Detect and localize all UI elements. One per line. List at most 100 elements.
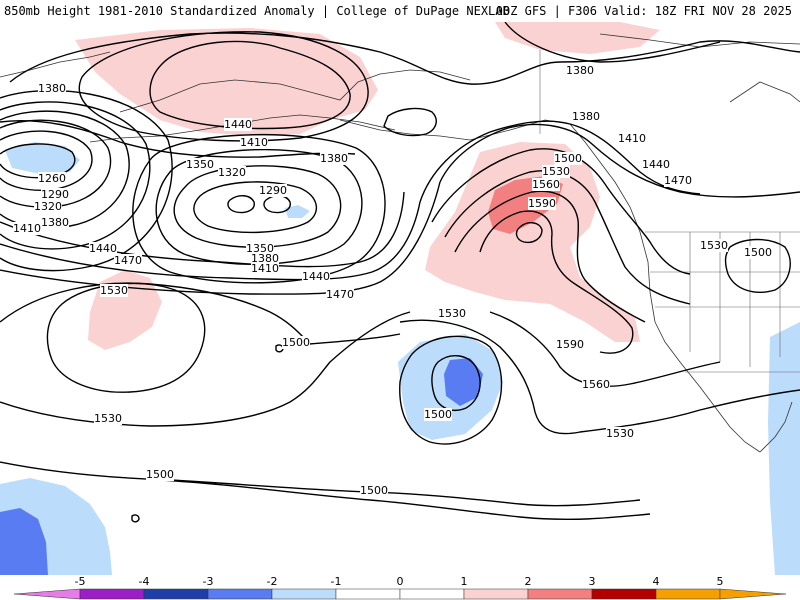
- svg-text:1440: 1440: [224, 118, 252, 131]
- contour-1470-cutoff: [431, 355, 481, 412]
- svg-text:1590: 1590: [528, 197, 556, 210]
- contour-label: 1380: [572, 110, 600, 123]
- contour-1530-se: [399, 319, 800, 435]
- coastline-mexico: [759, 401, 793, 453]
- contour-1500-ridge: [431, 148, 691, 275]
- scale-tick-neg5: -5: [75, 575, 86, 588]
- svg-text:1470: 1470: [326, 288, 354, 301]
- contour-label: 1440: [302, 270, 330, 283]
- contour-label: 1530: [100, 284, 128, 297]
- contour-1530-mid: [0, 311, 411, 427]
- contour-label: 1500: [424, 408, 452, 421]
- svg-text:1590: 1590: [556, 338, 584, 351]
- svg-text:1500: 1500: [146, 468, 174, 481]
- svg-text:1560: 1560: [582, 378, 610, 391]
- contour-label: 1410: [13, 222, 41, 235]
- contour-label: 1470: [326, 288, 354, 301]
- contour-1380-mid: [0, 120, 356, 158]
- scale-block-pos4: [655, 588, 721, 600]
- scale-tick-neg3: -3: [203, 575, 214, 588]
- neg2-anomaly-cutoff: [444, 358, 483, 406]
- coastline-aleutians: [89, 114, 396, 143]
- svg-text:1350: 1350: [186, 158, 214, 171]
- svg-text:1380: 1380: [320, 152, 348, 165]
- contour-label: 1530: [606, 427, 634, 440]
- contour-label: 1470: [664, 174, 692, 187]
- scale-block-zero: [399, 588, 465, 600]
- contour-label: 1500: [554, 152, 582, 165]
- contour-1260-low-a: [227, 195, 255, 214]
- scale-tick-neg2: -2: [267, 575, 278, 588]
- svg-text:1530: 1530: [542, 165, 570, 178]
- scale-tick-pos2: 2: [525, 575, 532, 588]
- coastline-alaska-north: [119, 69, 471, 113]
- header-bar: 850mb Height 1981-2010 Standardized Anom…: [0, 0, 800, 22]
- svg-text:1380: 1380: [572, 110, 600, 123]
- contour-label: 1290: [259, 184, 287, 197]
- scale-block-pos1: [463, 588, 529, 600]
- coastline-bc-west: [569, 123, 656, 323]
- coastline-west-us: [654, 321, 761, 453]
- contour-label: 1590: [556, 338, 584, 351]
- contour-1590-ridge-inner: [515, 222, 543, 244]
- svg-text:1500: 1500: [360, 484, 388, 497]
- coastline-russia: [0, 51, 111, 78]
- scale-color-blocks: [13, 588, 787, 600]
- contour-label: 1380: [251, 252, 279, 265]
- contour-1380-north: [9, 32, 800, 85]
- contour-1470-ridge: [439, 123, 800, 198]
- svg-text:1290: 1290: [41, 188, 69, 201]
- svg-text:1350: 1350: [246, 242, 274, 255]
- contour-label: 1380: [38, 82, 66, 95]
- contour-1260-west: [0, 143, 76, 179]
- svg-text:1560: 1560: [532, 178, 560, 191]
- scale-block-pos2: [527, 588, 593, 600]
- map-title: 850mb Height 1981-2010 Standardized Anom…: [4, 4, 510, 18]
- svg-text:1380: 1380: [566, 64, 594, 77]
- svg-text:1500: 1500: [282, 336, 310, 349]
- contour-1290-west: [0, 130, 93, 192]
- svg-text:1530: 1530: [438, 307, 466, 320]
- contour-1530-ridge: [444, 170, 691, 305]
- contour-label: 1380: [320, 152, 348, 165]
- anomaly-color-scale: -5 -4 -3 -2 -1 0 1 2 3 4 5: [13, 575, 787, 600]
- scale-arrow-right: [719, 588, 787, 600]
- contour-label: 1500: [744, 246, 772, 259]
- contour-label: 1530: [542, 165, 570, 178]
- contour-label: 1290: [41, 188, 69, 201]
- contour-label: 1530: [94, 412, 122, 425]
- contour-label: 1590: [528, 197, 556, 210]
- scale-tick-zero: 0: [397, 575, 404, 588]
- contour-label: 1440: [224, 118, 252, 131]
- svg-text:1380: 1380: [41, 216, 69, 229]
- contour-label: 1410: [240, 136, 268, 149]
- model-run-info: 00Z GFS | F306 Valid: 18Z FRI NOV 28 202…: [495, 4, 792, 18]
- contour-1500-usa: [724, 238, 791, 293]
- scale-tick-neg1: -1: [331, 575, 342, 588]
- contour-1380-loop: [383, 107, 437, 137]
- contour-label: 1560: [582, 378, 610, 391]
- contour-1380-ne: [504, 22, 721, 63]
- contour-1380-low: [132, 133, 386, 284]
- contour-label: 1260: [38, 172, 66, 185]
- contour-label: 1470: [114, 254, 142, 267]
- svg-text:1380: 1380: [38, 82, 66, 95]
- contour-small-ring-2: [131, 514, 140, 523]
- contour-label: 1530: [700, 239, 728, 252]
- contour-label: 1440: [642, 158, 670, 171]
- svg-text:1530: 1530: [606, 427, 634, 440]
- scale-tick-neg4: -4: [139, 575, 150, 588]
- svg-text:1500: 1500: [744, 246, 772, 259]
- contour-label: 1350: [186, 158, 214, 171]
- svg-text:1440: 1440: [302, 270, 330, 283]
- contour-label: 1410: [618, 132, 646, 145]
- scale-tick-pos3: 3: [589, 575, 596, 588]
- contour-label: 1380: [41, 216, 69, 229]
- scale-block-neg5: [79, 588, 145, 600]
- neg-anomaly-west-low: [5, 142, 80, 174]
- scale-arrow-left: [13, 588, 81, 600]
- svg-text:1260: 1260: [38, 172, 66, 185]
- svg-text:1470: 1470: [664, 174, 692, 187]
- scale-block-neg1: [335, 588, 401, 600]
- neg-anomaly-east-edge: [768, 322, 800, 575]
